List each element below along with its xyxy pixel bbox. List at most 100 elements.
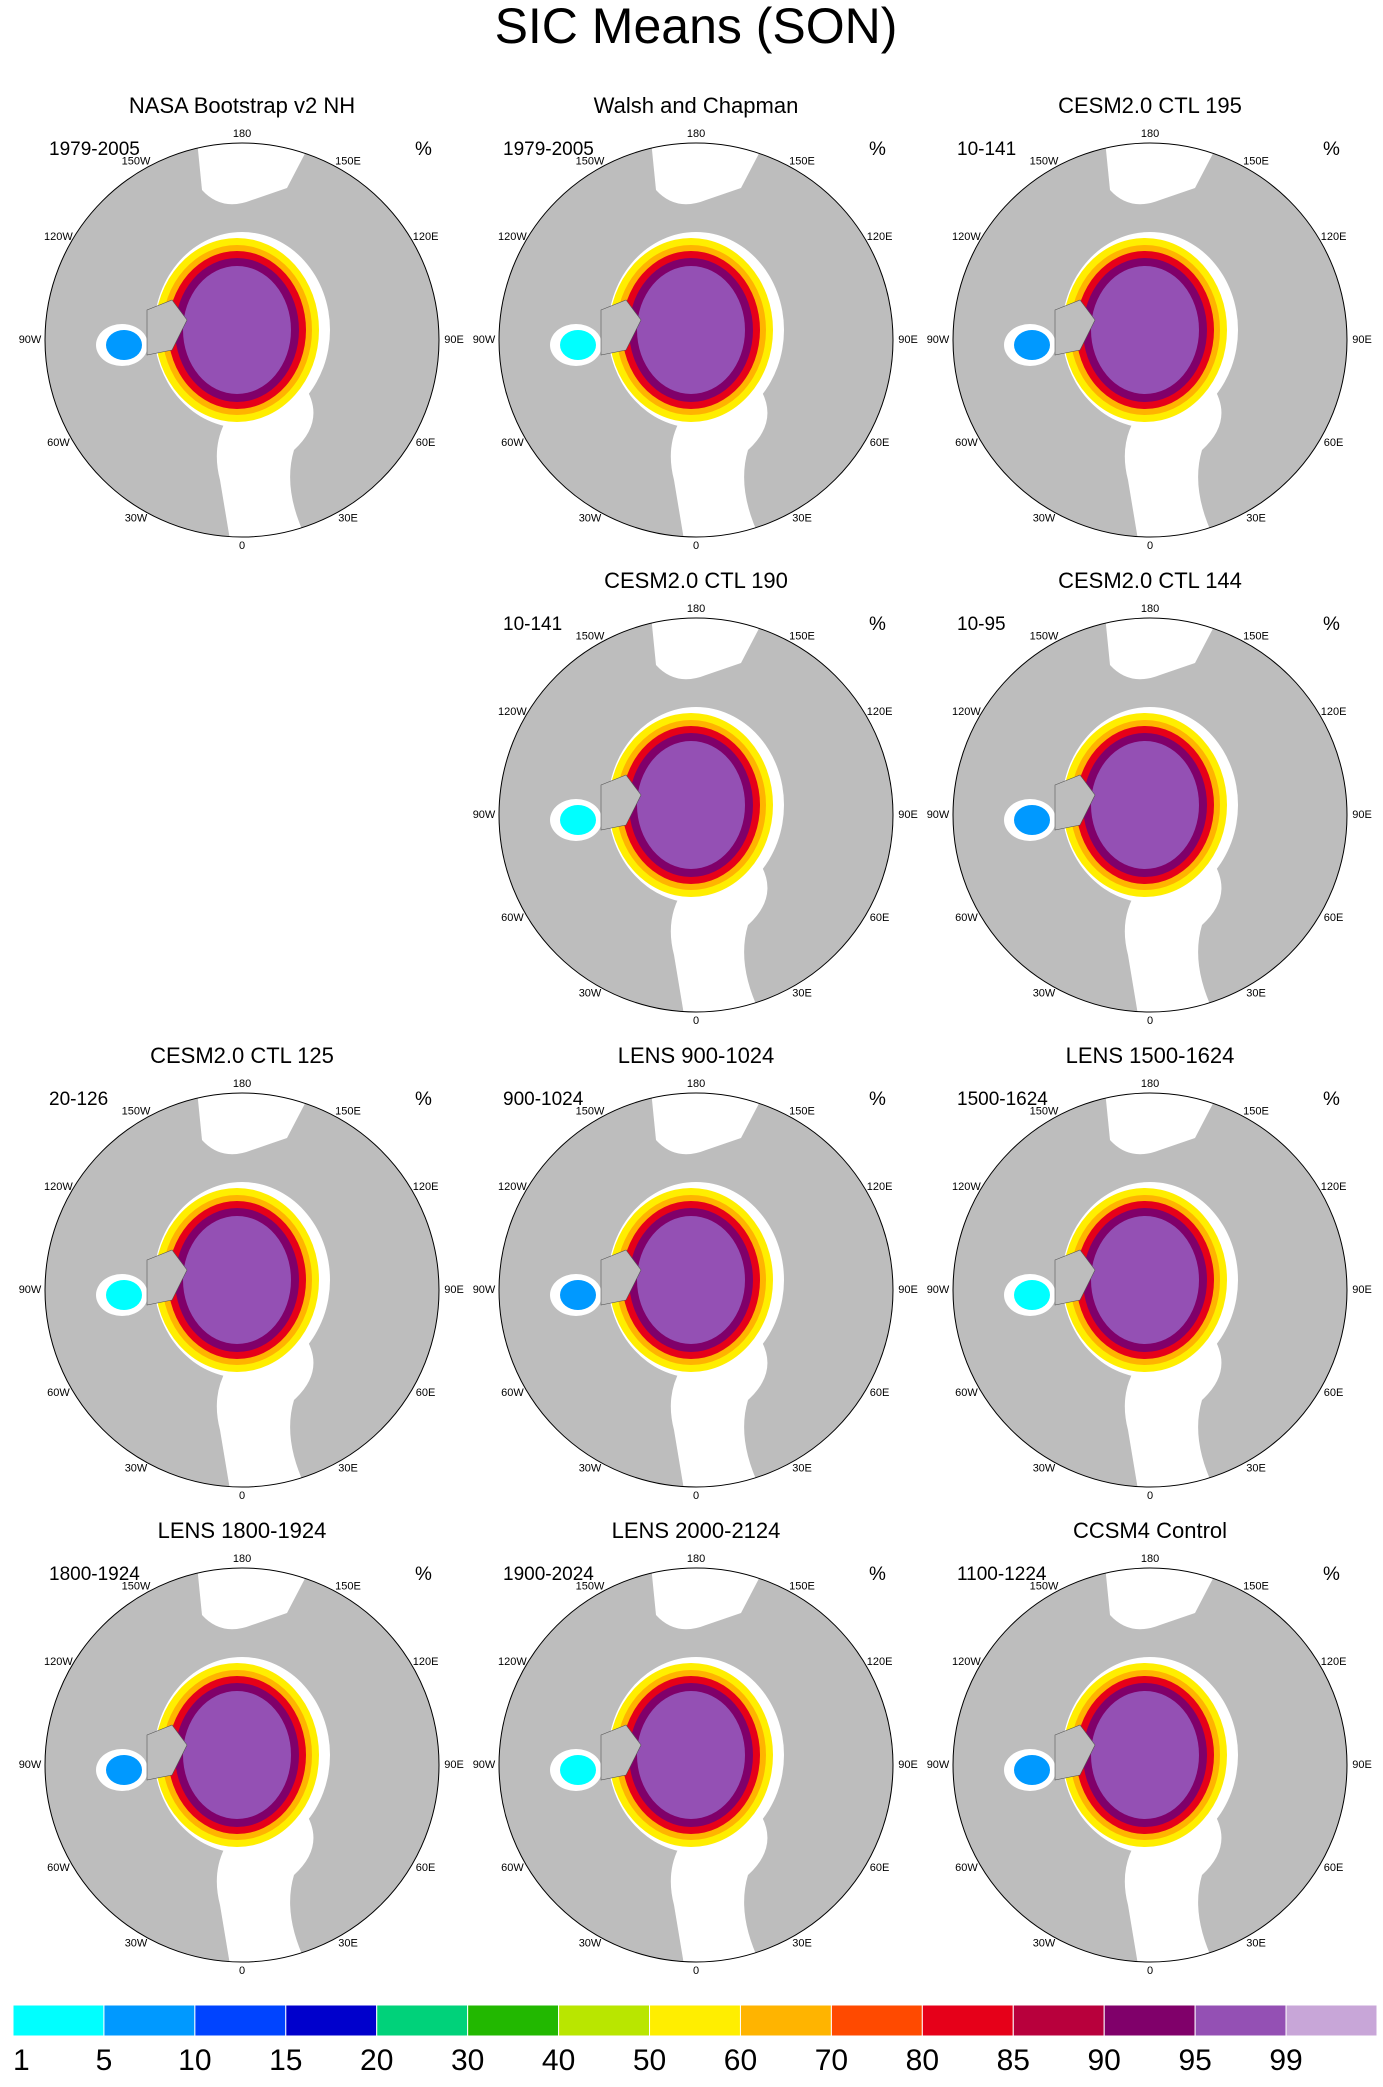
panel-title: CCSM4 Control [1073, 1518, 1227, 1543]
longitude-label: 60E [1324, 912, 1344, 924]
atlantic-ocean [216, 1810, 314, 1962]
longitude-label: 120W [498, 706, 527, 718]
archipelago [600, 1249, 642, 1306]
atlantic-ocean [1124, 385, 1222, 537]
longitude-label: 60E [870, 437, 890, 449]
polar-map: 180 150E 120E 90E 60E 30E 0 30W 60W 90W 120W 150W [19, 128, 464, 552]
map-body [45, 1093, 439, 1487]
longitude-label: 90E [898, 334, 918, 346]
sea-ice-zone [183, 266, 291, 394]
panel-unit: % [869, 1089, 886, 1110]
map-body [953, 143, 1347, 537]
longitude-label: 90W [473, 1284, 496, 1296]
longitude-label: 60E [416, 437, 436, 449]
longitude-label: 90W [927, 1759, 950, 1771]
longitude-label: 120W [498, 1181, 527, 1193]
longitude-label: 90E [444, 1759, 464, 1771]
panel-period: 1100-1224 [957, 1564, 1047, 1585]
panel-title: LENS 1500-1624 [1066, 1043, 1235, 1068]
colorbar-box [1285, 2004, 1378, 2037]
panel-unit: % [1323, 139, 1340, 160]
longitude-label: 150E [789, 631, 815, 643]
longitude-label: 90W [473, 809, 496, 821]
longitude-label: 60W [501, 437, 524, 449]
atlantic-ocean [1124, 860, 1222, 1012]
longitude-label: 30E [792, 987, 812, 999]
archipelago [1054, 299, 1096, 356]
longitude-label: 150W [122, 1106, 151, 1118]
longitude-label: 90W [19, 334, 42, 346]
longitude-label: 90E [898, 1759, 918, 1771]
colorbar-label: 85 [997, 2044, 1030, 2077]
longitude-label: 180 [687, 1553, 705, 1565]
longitude-label: 150E [789, 1581, 815, 1593]
archipelago [600, 774, 642, 831]
sea-ice-zone [183, 1216, 291, 1344]
panel-title: LENS 2000-2124 [612, 1518, 781, 1543]
longitude-label: 30W [1033, 1462, 1056, 1474]
atlantic-ocean [1124, 1810, 1222, 1962]
archipelago [1054, 1249, 1096, 1306]
longitude-label: 120E [867, 706, 893, 718]
longitude-label: 180 [687, 128, 705, 140]
archipelago [600, 1724, 642, 1781]
longitude-label: 180 [1141, 1078, 1159, 1090]
longitude-label: 90E [898, 809, 918, 821]
panel-period: 1500-1624 [957, 1089, 1048, 1110]
atlantic-ocean [216, 1335, 314, 1487]
archipelago [146, 1724, 188, 1781]
longitude-label: 120E [413, 1656, 439, 1668]
longitude-label: 120E [1321, 1656, 1347, 1668]
longitude-label: 120W [44, 1656, 73, 1668]
longitude-label: 180 [233, 1078, 251, 1090]
longitude-label: 30E [1246, 1462, 1266, 1474]
colorbar-box [376, 2004, 469, 2037]
sea-ice-zone [183, 1691, 291, 1819]
hudson-ice [560, 805, 596, 835]
longitude-label: 30W [1033, 1937, 1056, 1949]
longitude-label: 60E [1324, 437, 1344, 449]
longitude-label: 60W [955, 912, 978, 924]
longitude-label: 150W [576, 631, 605, 643]
longitude-label: 180 [687, 1078, 705, 1090]
polar-map: 180 150E 120E 90E 60E 30E 0 30W 60W 90W 120W 150W [473, 1078, 918, 1502]
panel-unit: % [1323, 1564, 1340, 1585]
map-border [498, 142, 894, 538]
longitude-label: 60W [501, 1862, 524, 1874]
longitude-label: 90E [1352, 334, 1372, 346]
panel-unit: % [869, 614, 886, 635]
colorbar-label: 99 [1269, 2044, 1302, 2077]
longitude-label: 0 [693, 540, 699, 552]
longitude-label: 90W [927, 809, 950, 821]
longitude-label: 30E [338, 1462, 358, 1474]
pacific-ocean [651, 1568, 766, 1630]
panel-period: 900-1024 [503, 1089, 584, 1110]
longitude-label: 150W [122, 1581, 151, 1593]
map-border [498, 617, 894, 1013]
sea-ice-zone [1091, 1216, 1199, 1344]
sea-ice-zone [637, 1691, 745, 1819]
panel-period: 1979-2005 [503, 139, 594, 160]
longitude-label: 90W [19, 1759, 42, 1771]
longitude-label: 0 [1147, 1015, 1153, 1027]
colorbar-label: 95 [1178, 2044, 1211, 2077]
longitude-label: 120E [867, 1181, 893, 1193]
longitude-label: 150W [1030, 631, 1059, 643]
longitude-label: 180 [233, 128, 251, 140]
longitude-label: 90E [1352, 1284, 1372, 1296]
longitude-label: 120E [413, 231, 439, 243]
longitude-label: 150W [122, 156, 151, 168]
panel-unit: % [869, 1564, 886, 1585]
longitude-label: 30E [338, 512, 358, 524]
hudson-ice [106, 1755, 142, 1785]
pacific-ocean [1105, 1568, 1220, 1630]
longitude-label: 150E [335, 1581, 361, 1593]
map-border [44, 1092, 440, 1488]
longitude-label: 0 [239, 1965, 245, 1977]
longitude-label: 150W [576, 1106, 605, 1118]
panel-unit: % [1323, 614, 1340, 635]
longitude-label: 180 [1141, 603, 1159, 615]
longitude-label: 90E [444, 1284, 464, 1296]
polar-map: 180 150E 120E 90E 60E 30E 0 30W 60W 90W 120W 150W [473, 128, 918, 552]
